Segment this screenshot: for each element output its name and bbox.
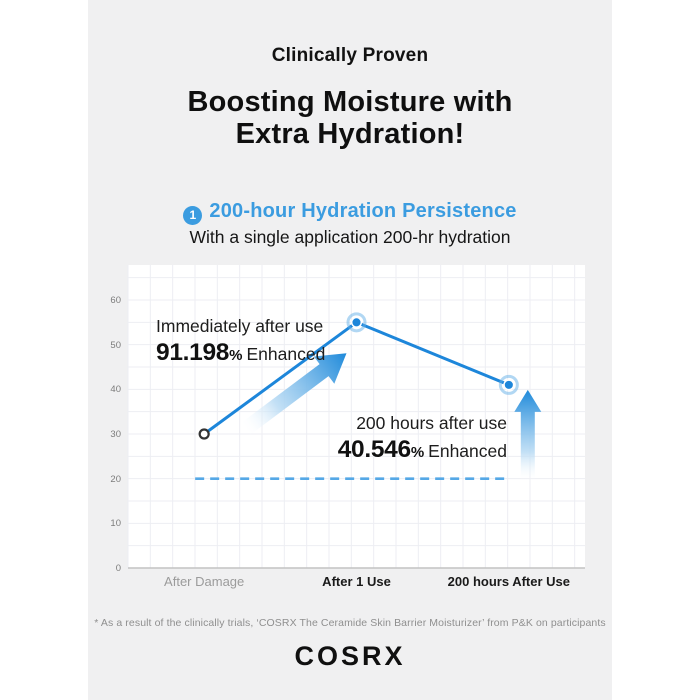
page-title-line2: Extra Hydration! <box>235 118 465 151</box>
section-heading: 1 200-hour Hydration Persistence <box>88 200 612 225</box>
section-subheading: With a single application 200-hr hydrati… <box>189 227 511 247</box>
annotation-value: 40.546 <box>337 435 411 463</box>
annotation-immediate-after-use: Immediately after use 91.198% Enhanced <box>156 316 325 369</box>
annotation-200-hours-after-use: 200 hours after use 40.546% Enhanced <box>338 413 507 466</box>
section-heading-text: 200-hour Hydration Persistence <box>209 200 517 222</box>
cosrx-logo: COSRX <box>294 641 406 671</box>
y-tick-label: 10 <box>110 518 121 530</box>
annotation-suffix: Enhanced <box>246 343 326 364</box>
annotation-value-row: 40.546% Enhanced <box>338 435 507 466</box>
x-tick-label: 200 hours After Use <box>447 574 570 589</box>
y-tick-label: 40 <box>110 384 121 396</box>
annotation-label: 200 hours after use <box>356 413 507 433</box>
hydration-line-chart: 0 10 20 30 40 50 60 After Damage After 1 Use 200… <box>88 265 612 605</box>
annotation-value: 91.198 <box>156 338 230 366</box>
chart-canvas <box>127 265 585 569</box>
y-tick-label: 0 <box>115 563 121 574</box>
annotation-value-row: 91.198% Enhanced <box>156 338 325 369</box>
y-tick-label: 50 <box>110 339 121 351</box>
page-title-line1: Boosting Moisture with <box>187 86 513 118</box>
y-tick-label: 30 <box>110 429 121 440</box>
annotation-unit: % <box>229 346 243 364</box>
y-tick-label: 60 <box>110 295 121 306</box>
eyebrow-text: Clinically Proven <box>271 45 429 66</box>
footnote-text: * As a result of the clinically trials, … <box>94 617 606 629</box>
x-tick-label: After Damage <box>164 574 245 589</box>
y-tick-label: 20 <box>110 473 121 485</box>
chart-plot-background <box>128 265 585 568</box>
annotation-unit: % <box>410 443 425 461</box>
page-title: Boosting Moisture with Extra Hydration! <box>88 86 612 151</box>
numbered-badge-icon: 1 <box>183 206 203 225</box>
annotation-suffix: Enhanced <box>428 440 507 461</box>
infographic-card: Clinically Proven Boosting Moisture with… <box>88 0 612 700</box>
annotation-label: Immediately after use <box>156 316 324 336</box>
x-tick-label: After 1 Use <box>322 574 391 589</box>
